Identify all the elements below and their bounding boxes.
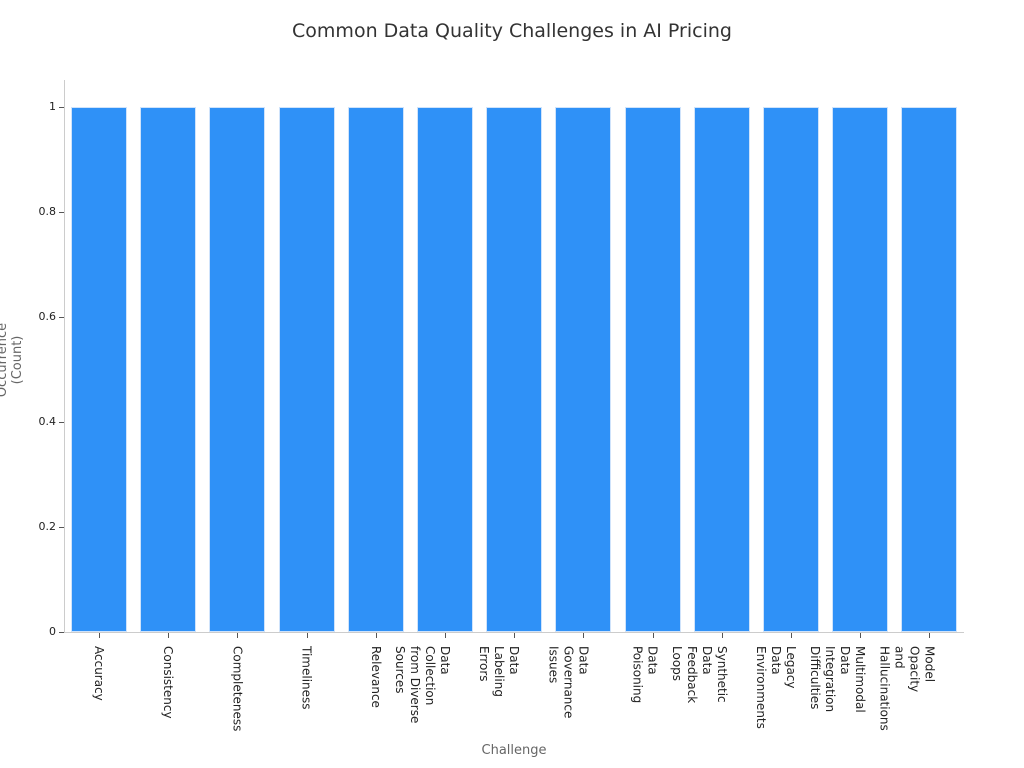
x-tick-mark: [375, 633, 377, 638]
y-tick-label: 0: [49, 625, 56, 638]
y-tick-mark: [59, 107, 64, 108]
y-axis-line: [64, 80, 65, 633]
y-tick-label: 0.8: [38, 205, 57, 218]
bar: [209, 107, 266, 632]
x-tick-label: Consistency: [161, 646, 176, 719]
x-tick-mark: [237, 633, 239, 638]
chart-title: Common Data Quality Challenges in AI Pri…: [292, 20, 732, 42]
bar: [278, 107, 335, 632]
bar: [901, 107, 958, 632]
x-tick-label: Multimodal Data Integration Difficulties: [808, 646, 868, 713]
bar: [140, 107, 197, 632]
y-tick-mark: [59, 212, 64, 213]
y-tick-label: 0.2: [38, 520, 57, 533]
x-tick-label: Accuracy: [92, 646, 106, 701]
y-tick-mark: [59, 527, 64, 528]
x-tick-mark: [168, 633, 170, 638]
x-axis-line: [64, 632, 964, 633]
bar: [832, 107, 889, 632]
x-tick-mark: [99, 633, 100, 638]
x-tick-mark: [583, 633, 585, 638]
y-tick-label: 0.6: [38, 310, 57, 323]
bar: [71, 107, 127, 632]
x-tick-label: Data Collection from Diverse Sources: [393, 646, 452, 724]
x-tick-label: Timeliness: [299, 646, 314, 710]
bar: [417, 107, 473, 632]
x-tick-label: Relevance: [368, 646, 383, 708]
y-tick-mark: [59, 422, 64, 423]
x-tick-label: Data Governance Issues: [546, 646, 591, 719]
x-tick-mark: [306, 633, 308, 638]
x-tick-mark: [721, 633, 723, 638]
bar: [763, 107, 819, 632]
x-tick-mark: [652, 633, 654, 638]
x-tick-mark: [860, 633, 862, 638]
x-tick-label: Synthetic Data Feedback Loops: [669, 646, 729, 704]
x-tick-mark: [929, 633, 931, 638]
bar: [486, 107, 543, 632]
x-tick-mark: [791, 633, 792, 638]
x-tick-label: Model Opacity and Hallucinations: [877, 646, 937, 731]
y-tick-mark: [59, 317, 64, 318]
x-axis-label: Challenge: [481, 743, 547, 758]
bar: [693, 107, 750, 632]
x-tick-label: Data Poisoning: [630, 646, 660, 704]
bar: [555, 107, 612, 632]
y-tick-label: 0.4: [38, 415, 57, 428]
x-tick-mark: [514, 633, 516, 638]
x-tick-label: Completeness: [230, 646, 245, 732]
x-tick-label: Legacy Data Environments: [754, 646, 798, 729]
x-tick-mark: [445, 633, 446, 638]
x-tick-label: Data Labeling Errors: [477, 646, 522, 697]
bar: [347, 107, 404, 632]
bar: [624, 107, 681, 632]
y-tick-label: 1: [49, 100, 56, 113]
y-tick-mark: [59, 632, 64, 633]
